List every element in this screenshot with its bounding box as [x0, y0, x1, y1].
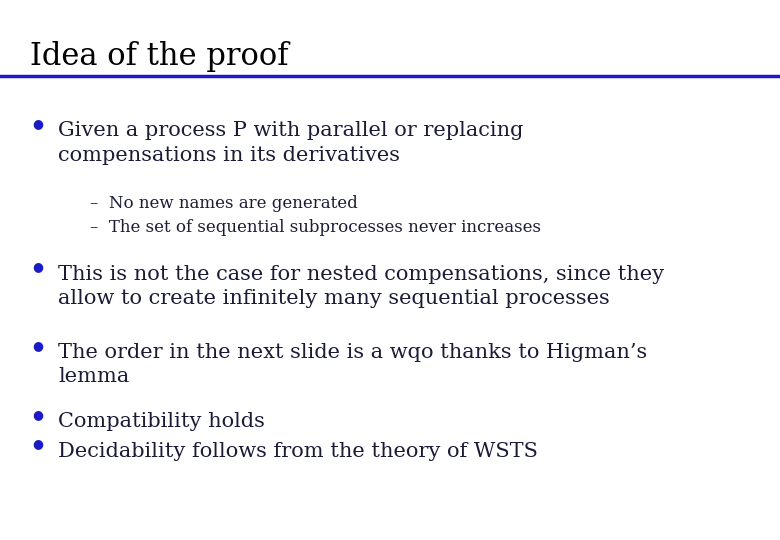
Text: Decidability follows from the theory of WSTS: Decidability follows from the theory of … [58, 442, 538, 461]
Text: ●: ● [32, 260, 43, 273]
Text: –  No new names are generated: – No new names are generated [90, 195, 357, 212]
Text: ●: ● [32, 437, 43, 450]
Text: Compatibility holds: Compatibility holds [58, 412, 265, 431]
Text: This is not the case for nested compensations, since they
allow to create infini: This is not the case for nested compensa… [58, 265, 665, 308]
Text: ●: ● [32, 339, 43, 352]
Text: Idea of the proof: Idea of the proof [30, 40, 288, 71]
Text: ●: ● [32, 408, 43, 421]
Text: –  The set of sequential subprocesses never increases: – The set of sequential subprocesses nev… [90, 219, 541, 235]
Text: Given a process P with parallel or replacing
compensations in its derivatives: Given a process P with parallel or repla… [58, 122, 524, 165]
Text: The order in the next slide is a wqo thanks to Higman’s
lemma: The order in the next slide is a wqo tha… [58, 343, 647, 386]
Text: ●: ● [32, 117, 43, 130]
